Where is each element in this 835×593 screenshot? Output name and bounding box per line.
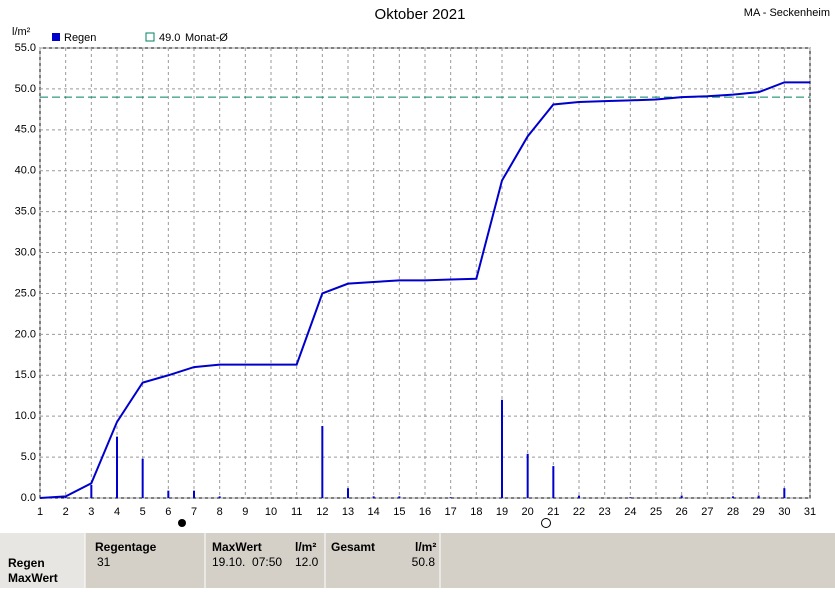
table-bg	[0, 533, 835, 588]
table-cell: 50.8	[412, 555, 436, 569]
x-tick-label: 29	[753, 506, 765, 518]
x-tick-label: 9	[242, 506, 248, 518]
table-cell: 19.10. 07:50	[212, 555, 282, 569]
x-tick-label: 7	[191, 506, 197, 518]
table-header: l/m²	[415, 540, 436, 554]
cumulative-line	[39, 81, 810, 499]
stats-table: Regentage MaxWert l/m² Gesamt l/m² Regen…	[0, 533, 835, 588]
x-tick-label: 15	[393, 506, 405, 518]
legend-swatch	[52, 33, 60, 41]
legend-label: Regen	[64, 32, 96, 44]
x-tick-label: 6	[165, 506, 171, 518]
table-cell: 12.0	[295, 555, 319, 569]
y-tick-label: 55.0	[15, 42, 36, 54]
background	[0, 0, 835, 533]
moon-full	[541, 518, 551, 528]
bar	[526, 453, 529, 498]
chart-title: Oktober 2021	[375, 6, 466, 23]
x-tick-label: 4	[114, 506, 120, 518]
table-header: Gesamt	[331, 540, 375, 554]
x-tick-label: 24	[624, 506, 636, 518]
bar	[783, 488, 786, 498]
bar	[167, 490, 170, 498]
x-tick-label: 26	[676, 506, 688, 518]
x-tick-label: 8	[217, 506, 223, 518]
bar	[141, 458, 144, 498]
x-tick-label: 18	[470, 506, 482, 518]
x-tick-label: 21	[547, 506, 559, 518]
row-label: Regen	[8, 556, 45, 570]
table-header: Regentage	[95, 540, 157, 554]
x-tick-label: 1	[37, 506, 43, 518]
station: MA - Seckenheim	[744, 7, 830, 19]
x-tick-label: 12	[316, 506, 328, 518]
x-tick-label: 16	[419, 506, 431, 518]
y-tick-label: 25.0	[15, 287, 36, 299]
x-tick-label: 5	[140, 506, 146, 518]
x-tick-label: 22	[573, 506, 585, 518]
x-tick-label: 19	[496, 506, 508, 518]
y-tick-label: 40.0	[15, 165, 36, 177]
table-header: l/m²	[295, 540, 316, 554]
plot: 0.0 5.0 10.0 15.0 20.0 25.0 30.0 35.0 40.0 45.0 50…	[15, 42, 817, 518]
x-tick-label: 25	[650, 506, 662, 518]
legend-swatch	[145, 32, 155, 42]
legend-avg-value: 49.0	[159, 32, 180, 44]
table-label-col	[0, 533, 85, 588]
x-tick-label: 13	[342, 506, 354, 518]
x-tick-label: 10	[265, 506, 277, 518]
bar	[372, 496, 375, 498]
y-tick-label: 5.0	[21, 451, 36, 463]
y-tick-label: 30.0	[15, 246, 36, 258]
bar	[347, 488, 349, 498]
bar	[757, 495, 760, 498]
x-tick-label: 17	[445, 506, 457, 518]
x-tick-label: 31	[804, 506, 816, 518]
x-tick-label: 27	[701, 506, 713, 518]
bar	[629, 497, 632, 498]
bar	[116, 436, 118, 498]
y-tick-label: 0.0	[21, 492, 36, 504]
x-tick-label: 30	[778, 506, 790, 518]
moon-new	[178, 519, 186, 527]
y-axis-label: l/m²	[12, 26, 31, 38]
bar	[552, 466, 555, 498]
y-tick-label: 15.0	[15, 369, 36, 381]
bar	[90, 484, 93, 498]
row-label: MaxWert	[8, 571, 58, 585]
y-tick-label: 45.0	[15, 124, 36, 136]
x-tick-label: 20	[522, 506, 534, 518]
bar	[578, 495, 580, 498]
bar	[193, 490, 195, 498]
x-tick-label: 28	[727, 506, 739, 518]
y-tick-label: 10.0	[15, 410, 36, 422]
bar	[449, 497, 452, 498]
bar	[218, 496, 221, 498]
bar	[321, 426, 324, 498]
bar	[398, 496, 401, 498]
bar	[501, 399, 503, 498]
bar	[732, 496, 734, 498]
legend-label: Monat-Ø	[185, 32, 228, 44]
table-cell: 31	[97, 555, 111, 569]
x-tick-label: 2	[63, 506, 69, 518]
bar	[680, 495, 683, 498]
x-tick-label: 11	[291, 506, 302, 518]
x-tick-label: 14	[368, 506, 380, 518]
table-header: MaxWert	[212, 540, 262, 554]
y-tick-label: 35.0	[15, 206, 36, 218]
x-tick-label: 23	[599, 506, 611, 518]
y-tick-label: 20.0	[15, 328, 36, 340]
y-tick-label: 50.0	[15, 83, 36, 95]
x-tick-label: 3	[88, 506, 94, 518]
